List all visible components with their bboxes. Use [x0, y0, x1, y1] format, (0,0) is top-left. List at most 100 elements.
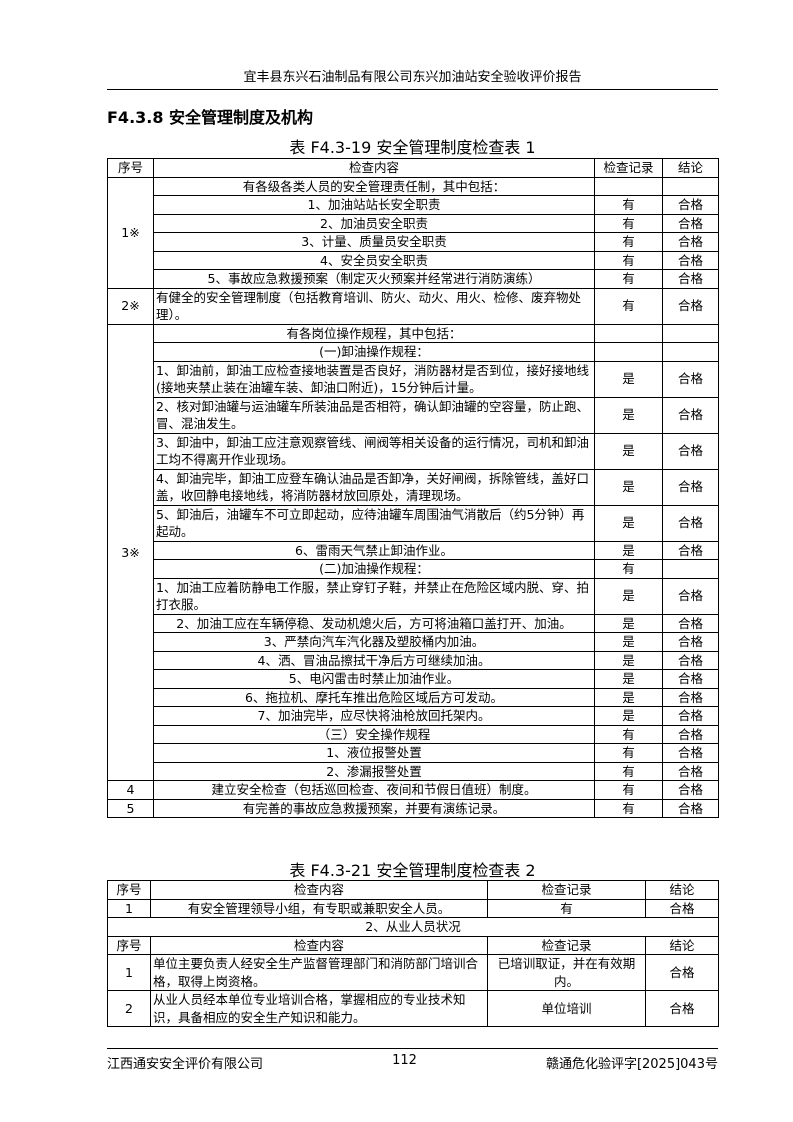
page-footer: 江西通安安全评价有限公司 112 赣通危化验评字[2025]043号	[107, 1048, 718, 1072]
table-row: 1※ 有各级各类人员的安全管理责任制，其中包括：	[107, 176, 719, 289]
check-content: 从业人员经本单位专业培训合格，掌握相应的专业技术知识，具备相应的安全生产知识和能…	[150, 990, 488, 1027]
check-record	[594, 323, 663, 343]
check-record: 单位培训	[487, 990, 646, 1027]
table-row: (二)加油操作规程：有	[108, 559, 719, 579]
section-title: F4.3.8 安全管理制度及机构	[107, 108, 314, 127]
conclusion: 合格	[662, 213, 719, 233]
check-record: 是	[594, 396, 663, 434]
table-row: 1、加油工应着防静电工作服，禁止穿钉子鞋，并禁止在危险区域内脱、穿、拍打衣服。是…	[108, 577, 719, 615]
check-content: 2、核对卸油罐与运油罐车所装油品是否相符，确认卸油罐的空容量，防止跑、冒、混油发…	[153, 396, 595, 434]
table-row: 1、液位报警处置有合格	[108, 743, 719, 763]
header-cell: 序号	[107, 935, 151, 955]
conclusion: 合格	[662, 287, 719, 325]
page-number: 112	[392, 1053, 417, 1068]
check-content: 建立安全检查（包括巡回检查、夜间和节假日值班）制度。	[153, 780, 595, 800]
check-content: 4、洒、冒油品擦拭干净后方可继续加油。	[153, 650, 595, 670]
check-record: 已培训取证，并在有效期内。	[487, 954, 646, 991]
check-content: (一)卸油操作规程：	[153, 342, 595, 362]
header-cell: 检查记录	[594, 158, 663, 178]
table-row: 2、渗漏报警处置有合格	[108, 761, 719, 781]
table-row: 5 有完善的事故应急救援预案，并要有演练记录。有合格	[107, 798, 719, 818]
conclusion: 合格	[662, 269, 719, 289]
check-record: 有	[594, 798, 663, 818]
check-content: （三）安全操作规程	[153, 724, 595, 744]
page-header: 宜丰县东兴石油制品有限公司东兴加油站安全验收评价报告	[107, 66, 718, 90]
row-number: 5	[107, 798, 154, 818]
row-number: 4	[107, 780, 154, 800]
table-caption: 表 F4.3-21 安全管理制度检查表 2	[289, 861, 536, 880]
header-cell: 检查内容	[150, 935, 488, 955]
check-content: 4、卸油完毕，卸油工应登车确认油品是否卸净，关好闸阀，拆除管线，盖好口盖，收回静…	[153, 468, 595, 506]
check-record	[594, 342, 663, 362]
check-record: 有	[594, 780, 663, 800]
check-record: 有	[594, 213, 663, 233]
table-row: 3※ 有各岗位操作规程，其中包括：	[107, 323, 719, 781]
table-caption: 表 F4.3-19 安全管理制度检查表 1	[289, 138, 536, 157]
table-row: (一)卸油操作规程：	[108, 342, 719, 362]
conclusion: 合格	[662, 432, 719, 470]
check-content: 3、计量、质量员安全职责	[153, 232, 595, 252]
conclusion: 合格	[662, 577, 719, 615]
document-number: 赣通危化验评字[2025]043号	[545, 1057, 718, 1072]
header-cell: 结论	[645, 880, 719, 900]
table-row: 6、雷雨天气禁止卸油作业。是合格	[108, 540, 719, 560]
check-record: 有	[594, 761, 663, 781]
table-row: 2、加油员安全职责有合格	[108, 213, 719, 233]
conclusion: 合格	[662, 780, 719, 800]
check-content: 1、液位报警处置	[153, 743, 595, 763]
conclusion: 合格	[662, 504, 719, 542]
table-row: 4、卸油完毕，卸油工应登车确认油品是否卸净，关好闸阀，拆除管线，盖好口盖，收回静…	[108, 468, 719, 506]
table-row: 3、计量、质量员安全职责有合格	[108, 232, 719, 252]
check-content: 5、事故应急救援预案（制定灭火预案并经常进行消防演练）	[153, 269, 595, 289]
check-content: 有健全的安全管理制度（包括教育培训、防火、动火、用火、检修、废弃物处理）。	[153, 287, 595, 325]
check-record	[594, 176, 663, 196]
table-row: 4、安全员安全职责有合格	[108, 250, 719, 270]
check-content: 3、卸油中，卸油工应注意观察管线、闸阀等相关设备的运行情况，司机和卸油工均不得离…	[153, 432, 595, 470]
footer-company: 江西通安安全评价有限公司	[107, 1057, 264, 1072]
check-content: 1、加油工应着防静电工作服，禁止穿钉子鞋，并禁止在危险区域内脱、穿、拍打衣服。	[153, 577, 595, 615]
subsection-row: 2、从业人员状况	[107, 917, 719, 937]
row-number: 3※	[107, 323, 154, 781]
conclusion	[662, 342, 719, 362]
table-row: 5、卸油后，油罐车不可立即起动，应待油罐车周围油气消散后（约5分钟）再起动。是合…	[108, 504, 719, 542]
conclusion: 合格	[662, 687, 719, 707]
check-table-2: 序号 检查内容 检查记录 结论 1 有安全管理领导小组，有专职或兼职安全人员。有合格 2、从…	[107, 880, 719, 1027]
check-content: 4、安全员安全职责	[153, 250, 595, 270]
check-content: 5、电闪雷击时禁止加油作业。	[153, 669, 595, 689]
table-row: 2、核对卸油罐与运油罐车所装油品是否相符，确认卸油罐的空容量，防止跑、冒、混油发…	[108, 396, 719, 434]
conclusion: 合格	[662, 650, 719, 670]
row-number: 1	[107, 898, 151, 918]
table-row: 1、卸油前，卸油工应检查接地装置是否良好，消防器材是否到位，接好接地线(接地夹禁…	[108, 360, 719, 398]
check-record: 是	[594, 577, 663, 615]
header-cell: 结论	[645, 935, 719, 955]
header-cell: 序号	[107, 880, 151, 900]
check-record: 是	[594, 540, 663, 560]
table-row: 6、拖拉机、摩托车推出危险区域后方可发动。是合格	[108, 687, 719, 707]
check-content: 有各岗位操作规程，其中包括：	[153, 323, 595, 343]
check-record: 有	[594, 250, 663, 270]
check-table-1: 序号 检查内容 检查记录 结论 1※ 有各级各类人员的安全管理责任制，其中包括： 1、加油站…	[107, 158, 719, 818]
header-cell: 检查内容	[153, 158, 595, 178]
check-record: 有	[594, 559, 663, 579]
conclusion: 合格	[662, 706, 719, 726]
conclusion	[662, 323, 719, 343]
table-row: 1、加油站站长安全职责有合格	[108, 195, 719, 215]
conclusion: 合格	[662, 632, 719, 652]
table-row: 7、加油完毕，应尽快将油枪放回托架内。是合格	[108, 706, 719, 726]
check-record: 有	[594, 195, 663, 215]
conclusion: 合格	[662, 195, 719, 215]
check-record: 是	[594, 504, 663, 542]
row-number: 2	[107, 990, 151, 1027]
header-row: 序号 检查内容 检查记录 结论	[107, 880, 719, 900]
check-content: (二)加油操作规程：	[153, 559, 595, 579]
row-number: 1	[107, 954, 151, 991]
table-row: 4 建立安全检查（包括巡回检查、夜间和节假日值班）制度。有合格	[107, 780, 719, 800]
check-content: 有完善的事故应急救援预案，并要有演练记录。	[153, 798, 595, 818]
check-record: 是	[594, 432, 663, 470]
conclusion	[662, 176, 719, 196]
check-content: 2、加油员安全职责	[153, 213, 595, 233]
conclusion: 合格	[662, 761, 719, 781]
table-row: 3、严禁向汽车汽化器及塑胶桶内加油。是合格	[108, 632, 719, 652]
table-row: （三）安全操作规程有合格	[108, 724, 719, 744]
